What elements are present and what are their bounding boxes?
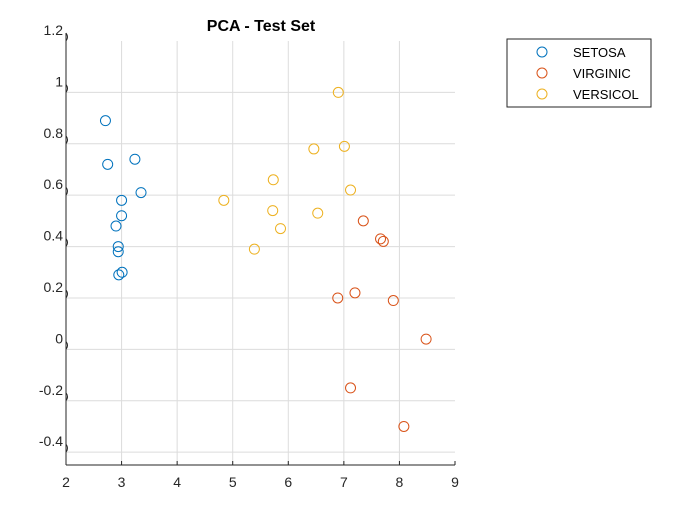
y-tick-label: 0.6 — [44, 176, 64, 192]
point-virginic — [377, 235, 389, 247]
point-versicol — [267, 174, 279, 186]
point-versicol — [345, 184, 357, 196]
point-versicol — [338, 140, 350, 152]
axes — [65, 32, 456, 466]
y-tick-label: 0.8 — [44, 125, 64, 141]
x-tick-label: 8 — [396, 474, 404, 490]
point-setosa — [112, 241, 124, 253]
point-virginic — [357, 215, 369, 227]
point-setosa — [135, 187, 147, 199]
grid — [66, 41, 455, 465]
point-virginic — [375, 233, 387, 245]
legend-box — [506, 38, 652, 108]
x-tick-label: 5 — [229, 474, 237, 490]
legend-label-setosa: SETOSA — [573, 45, 626, 60]
y-tick-label: -0.2 — [39, 382, 63, 398]
legend-marker-virginic — [536, 67, 548, 79]
y-tick-label: 0.4 — [44, 228, 64, 244]
y-tick-label: 0 — [55, 330, 63, 346]
point-versicol — [218, 194, 230, 206]
legend-label-virginic: VIRGINIC — [573, 66, 631, 81]
point-virginic — [387, 295, 399, 307]
point-versicol — [312, 207, 324, 219]
point-setosa — [110, 220, 122, 232]
legend-marker-setosa — [536, 46, 548, 58]
point-virginic — [345, 382, 357, 394]
legend: SETOSA VIRGINIC VERSICOL — [506, 38, 652, 108]
point-setosa — [102, 158, 114, 170]
point-setosa — [99, 115, 111, 127]
y-tick-label: -0.4 — [39, 433, 63, 449]
y-tick-label: 1 — [55, 73, 63, 89]
point-setosa — [116, 194, 128, 206]
point-setosa — [112, 246, 124, 258]
point-versicol — [308, 143, 320, 155]
y-tick-labels: -0.4 -0.2 0 0.2 0.4 0.6 0.8 1 1.2 — [39, 22, 63, 449]
y-tick-label: 1.2 — [44, 22, 64, 38]
x-tick-label: 9 — [451, 474, 459, 490]
data-points — [99, 86, 432, 432]
point-versicol — [267, 205, 279, 217]
x-tick-label: 4 — [173, 474, 181, 490]
point-versicol — [275, 223, 287, 235]
point-setosa — [113, 269, 125, 281]
y-tick-label: 0.2 — [44, 279, 64, 295]
point-setosa — [129, 153, 141, 165]
point-versicol — [248, 243, 260, 255]
plot-area — [66, 41, 455, 465]
x-tick-label: 7 — [340, 474, 348, 490]
point-versicol — [332, 86, 344, 98]
point-setosa — [116, 266, 128, 278]
point-setosa — [116, 210, 128, 222]
x-tick-label: 6 — [284, 474, 292, 490]
legend-marker-versicol — [536, 88, 548, 100]
chart-title: PCA - Test Set — [207, 18, 316, 35]
point-virginic — [332, 292, 344, 304]
x-tick-label: 2 — [62, 474, 70, 490]
point-virginic — [349, 287, 361, 299]
point-virginic — [420, 333, 432, 345]
legend-label-versicol: VERSICOL — [573, 87, 639, 102]
x-tick-labels: 2 3 4 5 6 7 8 9 — [62, 474, 459, 490]
x-tick-label: 3 — [118, 474, 126, 490]
point-virginic — [398, 420, 410, 432]
